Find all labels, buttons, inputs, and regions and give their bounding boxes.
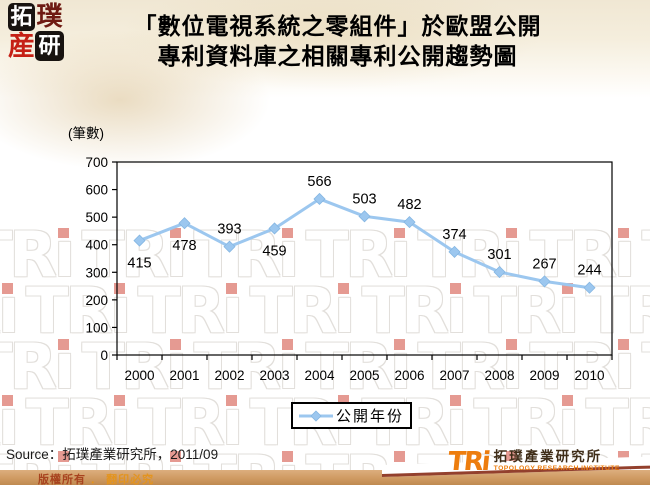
watermark-accent-dot xyxy=(618,339,630,350)
data-point-marker xyxy=(313,192,326,206)
watermark-accent-dot xyxy=(506,339,518,350)
tri-logo-chinese-name: 拓璞產業研究所 xyxy=(493,449,603,465)
watermark-text: TRı xyxy=(0,330,75,403)
watermark-text: TRı xyxy=(306,448,411,471)
watermark-accent-dot xyxy=(282,228,294,238)
watermark-text: TRı xyxy=(0,448,75,471)
tri-logo-text: 拓璞產業研究所 TOPOLOGY RESEARCH INSTITUTE xyxy=(494,450,620,473)
watermark-accent-dot xyxy=(58,451,70,462)
source-note: Source：拓璞產業研究所，2011/09 xyxy=(6,447,219,462)
watermark-text: TRı xyxy=(586,386,650,459)
watermark-accent-dot xyxy=(282,339,294,350)
watermark-accent-dot xyxy=(394,228,406,238)
watermark-text: TRı xyxy=(82,448,187,471)
data-point-marker xyxy=(403,216,416,229)
watermark-accent-dot xyxy=(338,395,350,406)
legend-marker xyxy=(299,409,333,422)
watermark-accent-dot xyxy=(58,228,70,238)
map-texture-blob xyxy=(120,0,540,90)
data-point-label: 482 xyxy=(397,197,421,213)
watermark-accent-dot xyxy=(394,451,406,462)
seal-char: 産 xyxy=(8,30,35,62)
company-seal-logo: 拓 璞 産 研 xyxy=(8,3,64,61)
watermark-text: TRı xyxy=(642,228,650,286)
watermark-accent-dot xyxy=(450,395,462,406)
seal-char: 璞 xyxy=(36,2,63,32)
bottom-band xyxy=(0,470,650,485)
watermark-accent-dot xyxy=(114,395,126,406)
watermark-text: TRı xyxy=(138,386,243,459)
y-axis-label: 600 xyxy=(85,183,108,198)
watermark-accent-dot xyxy=(506,228,518,238)
seal-char: 研 xyxy=(35,31,64,61)
copyright-note: 版權所有 ． 翻印必究 xyxy=(38,471,154,487)
copyright-text: 版權所有 xyxy=(38,474,86,486)
watermark-accent-dot xyxy=(2,395,14,406)
watermark-accent-dot xyxy=(114,283,126,294)
data-point-label: 566 xyxy=(307,174,331,190)
tri-logo-mark: TRi xyxy=(446,447,491,477)
watermark-accent-dot xyxy=(226,283,238,294)
watermark-text: TRı xyxy=(194,448,299,471)
watermark-accent-dot xyxy=(170,228,182,238)
watermark-accent-dot xyxy=(618,451,630,462)
watermark-accent-dot xyxy=(394,339,406,350)
tri-institute-logo: TRi 拓璞產業研究所 TOPOLOGY RESEARCH INSTITUTE xyxy=(446,447,620,477)
watermark-text: TRı xyxy=(642,336,650,398)
page-title-line1: 「數位電視系統之零組件」於歐盟公開 xyxy=(133,13,542,40)
watermark-accent-dot xyxy=(562,395,574,406)
page-title-line2: 專利資料庫之相關專利公開趨勢圖 xyxy=(157,43,518,70)
watermark-accent-dot xyxy=(506,451,518,462)
y-axis-unit-label: (筆數) xyxy=(68,126,104,141)
watermark-accent-dot xyxy=(282,451,294,462)
chart-legend: 公開年份 xyxy=(291,402,412,429)
watermark-accent-dot xyxy=(618,228,630,238)
copyright-separator: ． xyxy=(90,474,103,486)
watermark-accent-dot xyxy=(450,283,462,294)
watermark-accent-dot xyxy=(562,283,574,294)
legend-label: 公開年份 xyxy=(336,408,405,425)
watermark-accent-dot xyxy=(226,395,238,406)
watermark-accent-dot xyxy=(170,451,182,462)
y-axis-label: 500 xyxy=(85,210,108,225)
tri-logo-english-name: TOPOLOGY RESEARCH INSTITUTE xyxy=(493,465,620,472)
watermark-text: TRı xyxy=(0,386,19,459)
watermark-accent-dot xyxy=(338,283,350,294)
watermark-layer: TRıTRıTRıTRıTRıTRıTRıTRıTRıTRıTRıTRıTRıT… xyxy=(0,228,650,470)
legend-diamond xyxy=(310,409,322,422)
watermark-text: TRı xyxy=(26,386,131,459)
data-point-label: 503 xyxy=(352,191,376,207)
copyright-text: 翻印必究 xyxy=(106,474,155,486)
watermark-accent-dot xyxy=(2,283,14,294)
watermark-text: TRı xyxy=(474,386,579,459)
seal-char: 拓 xyxy=(8,3,35,31)
watermark-text: TRı xyxy=(0,274,19,347)
watermark-text: TRı xyxy=(0,228,75,291)
watermark-accent-dot xyxy=(170,339,182,350)
page-title: 「數位電視系統之零組件」於歐盟公開 專利資料庫之相關專利公開趨勢圖 xyxy=(85,12,590,72)
data-point-marker xyxy=(358,210,371,223)
watermark-accent-dot xyxy=(58,339,70,350)
